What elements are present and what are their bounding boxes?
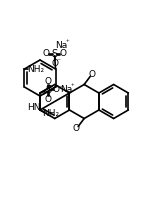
Text: O: O (89, 70, 96, 79)
Text: Na: Na (60, 86, 72, 95)
Text: O: O (53, 86, 59, 95)
Text: NH₂: NH₂ (42, 108, 59, 118)
Text: ⁻: ⁻ (58, 85, 62, 91)
Text: O: O (59, 49, 66, 59)
Text: ⁺: ⁺ (66, 40, 69, 46)
Text: HN: HN (27, 103, 41, 111)
Text: O: O (45, 95, 52, 103)
Text: S: S (52, 49, 58, 59)
Text: O: O (73, 124, 80, 133)
Text: Na: Na (56, 41, 68, 51)
Text: NH₂: NH₂ (27, 65, 44, 73)
Text: O: O (42, 49, 49, 59)
Text: O: O (51, 59, 58, 67)
Text: O: O (45, 76, 52, 86)
Text: S: S (45, 85, 51, 95)
Text: ⁺: ⁺ (70, 84, 74, 90)
Text: ⁻: ⁻ (56, 57, 60, 65)
